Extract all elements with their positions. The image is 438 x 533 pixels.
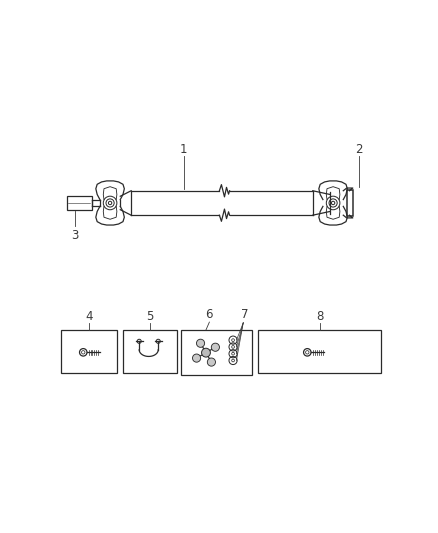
Text: 1: 1 bbox=[180, 143, 187, 156]
Text: 3: 3 bbox=[71, 229, 79, 242]
Circle shape bbox=[201, 348, 210, 357]
Text: 2: 2 bbox=[355, 143, 362, 156]
Text: 6: 6 bbox=[205, 309, 213, 321]
Circle shape bbox=[197, 339, 205, 348]
Bar bbox=[258, 330, 381, 373]
Bar bbox=[67, 196, 92, 211]
Circle shape bbox=[211, 343, 219, 351]
Circle shape bbox=[192, 354, 201, 362]
Text: 4: 4 bbox=[85, 310, 92, 323]
Text: 7: 7 bbox=[241, 309, 249, 321]
Bar bbox=[123, 330, 177, 373]
Bar bbox=[181, 330, 252, 375]
Text: 8: 8 bbox=[316, 310, 323, 323]
Circle shape bbox=[207, 358, 215, 366]
Bar bbox=[61, 330, 117, 373]
Text: 5: 5 bbox=[146, 310, 153, 323]
Bar bbox=[346, 190, 353, 216]
